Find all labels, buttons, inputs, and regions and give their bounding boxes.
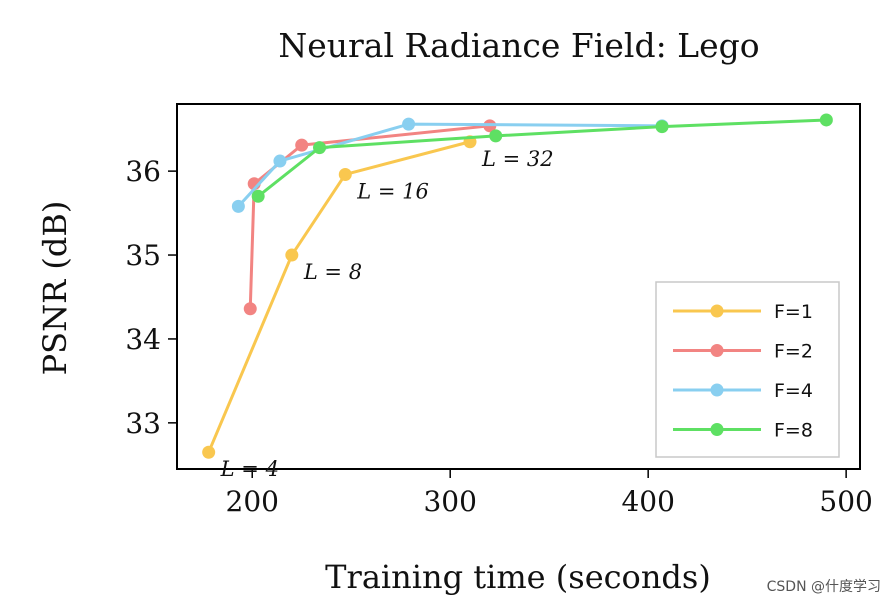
data-point — [402, 117, 416, 131]
watermark-text: CSDN @什度学习 — [766, 579, 881, 595]
series-line — [207, 140, 471, 453]
series-f8 — [251, 113, 833, 203]
x-tick-label: 200 — [226, 485, 279, 518]
axis-ticks: 200 300 400 500 33 34 35 36 — [125, 155, 873, 518]
x-tick-label: 300 — [423, 485, 476, 518]
data-point — [819, 113, 833, 127]
legend-marker — [710, 423, 724, 436]
data-point — [231, 199, 245, 213]
data-point — [338, 167, 352, 181]
series-f1 — [202, 135, 477, 459]
annotation-label: L = 32 — [481, 147, 554, 171]
y-tick-label: 33 — [125, 407, 161, 440]
y-tick-label: 34 — [125, 323, 161, 356]
data-point — [295, 138, 309, 152]
data-point — [655, 120, 669, 134]
x-tick-label: 500 — [819, 485, 872, 518]
data-point — [202, 445, 216, 459]
annotation-label: L = 16 — [356, 179, 429, 203]
legend-label: F=2 — [774, 341, 813, 363]
data-point — [251, 189, 265, 203]
x-tick-label: 400 — [621, 485, 674, 518]
legend-label: F=1 — [774, 301, 813, 323]
chart-title: Neural Radiance Field: Lego — [278, 26, 759, 65]
series-line — [237, 122, 663, 208]
series-group — [202, 113, 833, 459]
data-point — [313, 141, 327, 155]
legend: F=1 F=2 F=4 F=8 — [655, 281, 840, 458]
data-point — [243, 302, 257, 316]
legend-marker — [710, 383, 724, 397]
annotation-label: L = 4 — [220, 457, 279, 481]
legend-label: F=8 — [774, 420, 813, 442]
legend-marker — [710, 344, 724, 357]
data-point — [489, 129, 503, 143]
plot-frame — [176, 103, 861, 470]
y-axis-title: PSNR (dB) — [36, 201, 74, 376]
annotations: L = 4 L = 8 L = 16 L = 32 — [220, 147, 554, 481]
y-tick-label: 35 — [125, 239, 161, 272]
data-point — [273, 154, 287, 168]
legend-marker — [710, 304, 724, 318]
y-tick-label: 36 — [125, 155, 161, 188]
series-f2 — [243, 119, 497, 316]
annotation-label: L = 8 — [303, 260, 362, 284]
series-line — [248, 124, 490, 309]
data-point — [285, 248, 299, 262]
x-axis-title: Training time (seconds) — [325, 558, 711, 596]
legend-label: F=4 — [774, 380, 813, 402]
